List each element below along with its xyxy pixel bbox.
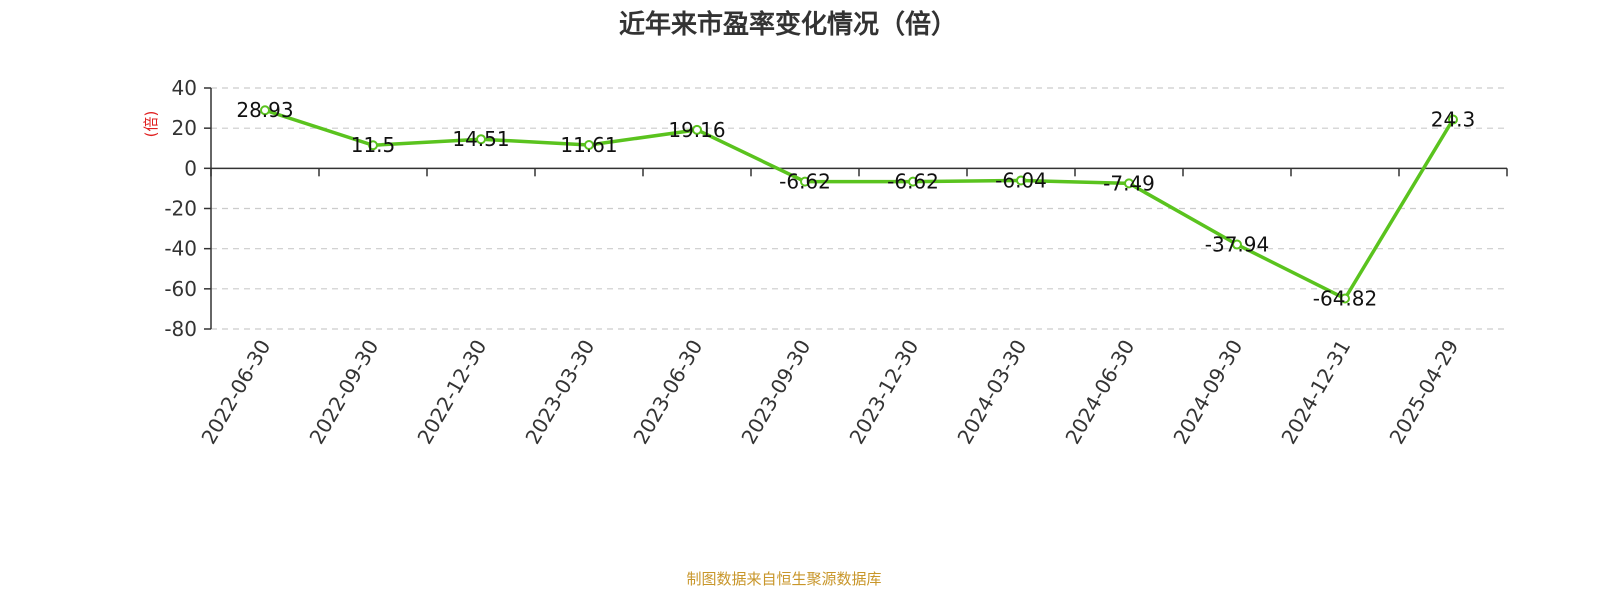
x-tick-label: 2022-06-30 (196, 336, 275, 449)
data-label: 14.51 (452, 127, 509, 151)
data-label: 11.61 (560, 133, 617, 157)
x-tick-label: 2023-09-30 (736, 336, 815, 449)
axes (204, 87, 1508, 330)
x-tick-label: 2025-04-29 (1384, 336, 1463, 449)
x-tick-label: 2024-12-31 (1276, 336, 1355, 449)
data-point (476, 134, 486, 145)
series-line (260, 105, 1458, 304)
x-tick-label: 2023-03-30 (520, 336, 599, 449)
series-line-path (263, 108, 1455, 301)
data-labels: 28.93 11.5 14.51 11.61 19.16 -6.62 -6.62 -6.04 -… (236, 98, 1475, 310)
data-label: -6.62 (779, 170, 831, 194)
data-label: 24.3 (1431, 108, 1476, 132)
source-note: 制图数据来自恒生聚源数据库 (686, 570, 881, 588)
y-axis-label: (倍) (142, 111, 160, 138)
x-tick-label: 2023-12-30 (844, 336, 923, 449)
y-tick-label: 0 (184, 156, 197, 180)
data-point (800, 176, 810, 187)
data-label: -6.62 (887, 170, 939, 194)
y-tick-label: 40 (172, 76, 197, 100)
data-point (908, 176, 918, 187)
x-tick-label: 2023-06-30 (628, 336, 707, 449)
grid-lines (211, 87, 1507, 330)
data-point (1016, 175, 1026, 186)
chart-title: 近年来市盈率变化情况（倍） (619, 9, 957, 40)
y-tick-label: 20 (172, 116, 197, 140)
data-label: -64.82 (1313, 287, 1377, 311)
data-point (692, 124, 702, 135)
x-tick-label: 2024-06-30 (1060, 336, 1139, 449)
y-tick-labels: 40 20 0 -20 -40 -60 -80 (164, 76, 197, 341)
x-tick-label: 2022-09-30 (304, 336, 383, 449)
data-point (584, 140, 594, 151)
data-label: 28.93 (236, 98, 293, 122)
data-label: -7.49 (1103, 171, 1155, 195)
x-tick-labels: 2022-06-30 2022-09-30 2022-12-30 2023-03-30… (196, 336, 1463, 449)
data-point (368, 140, 378, 151)
data-label: -37.94 (1205, 233, 1269, 257)
x-tick-label: 2024-03-30 (952, 336, 1031, 449)
data-label: -6.04 (995, 168, 1047, 192)
y-tick-label: -60 (164, 277, 197, 301)
y-tick-label: -20 (164, 197, 197, 221)
data-point (1340, 293, 1350, 304)
data-label: 11.5 (351, 133, 396, 157)
x-tick-label: 2022-12-30 (412, 336, 491, 449)
data-label: 19.16 (668, 118, 725, 142)
data-point (1232, 239, 1242, 250)
y-tick-label: -80 (164, 317, 197, 341)
y-tick-label: -40 (164, 237, 197, 261)
data-point (1448, 114, 1458, 125)
x-tick-label: 2024-09-30 (1168, 336, 1247, 449)
data-point (260, 105, 270, 116)
data-point (1124, 178, 1134, 189)
